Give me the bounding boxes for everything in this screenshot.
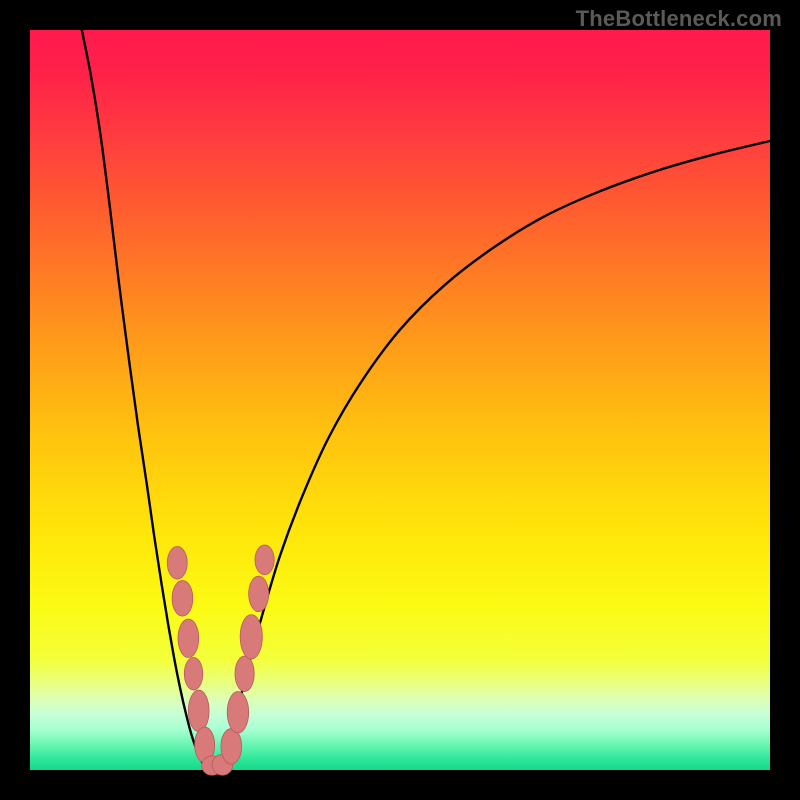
plot-area <box>30 30 770 770</box>
markers-group <box>167 545 274 775</box>
data-marker <box>172 581 193 617</box>
right-curve <box>215 141 770 769</box>
data-marker <box>167 547 187 580</box>
data-marker <box>255 545 274 575</box>
curves-svg <box>30 30 770 770</box>
watermark-text: TheBottleneck.com <box>576 6 782 32</box>
data-marker <box>227 692 248 733</box>
data-marker <box>178 619 199 657</box>
data-marker <box>235 656 254 692</box>
data-marker <box>188 690 209 731</box>
data-marker <box>184 658 203 691</box>
data-marker <box>249 576 269 612</box>
data-marker <box>240 615 262 659</box>
data-marker <box>221 729 242 765</box>
chart-container: TheBottleneck.com <box>0 0 800 800</box>
